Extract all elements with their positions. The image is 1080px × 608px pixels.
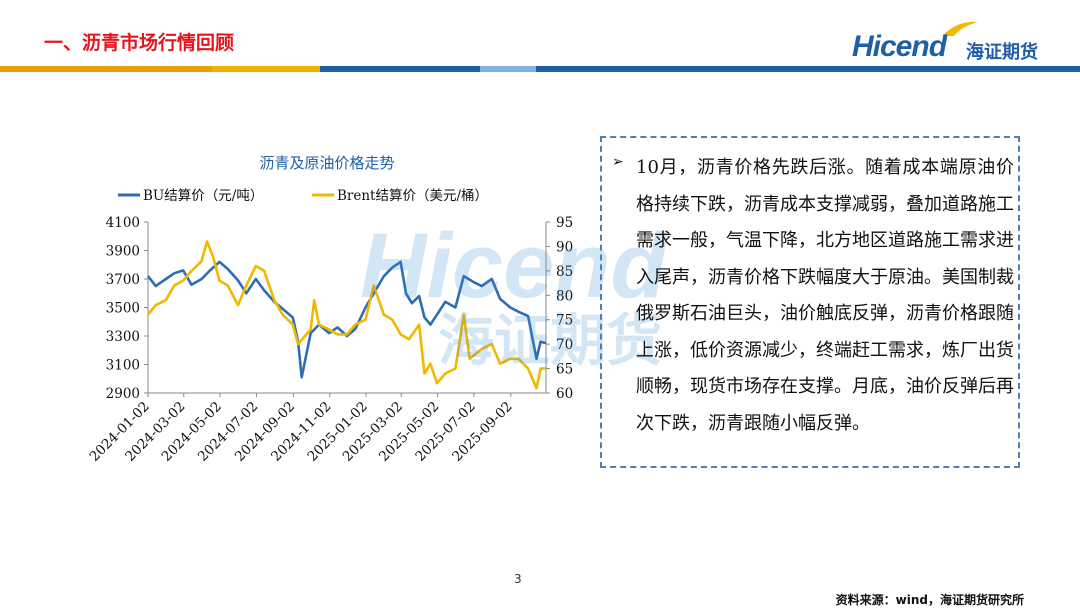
header-stripe-3 xyxy=(320,66,480,72)
y-right-tick-label: 65 xyxy=(556,362,573,378)
commentary-box: ➢ 10月，沥青价格先跌后涨。随着成本端原油价格持续下跌，沥青成本支撑减弱，叠加… xyxy=(600,136,1020,468)
y-right-tick-label: 60 xyxy=(556,386,573,402)
y-right-tick-label: 85 xyxy=(556,264,573,280)
y-left-tick-label: 3300 xyxy=(106,329,140,345)
page-number: 3 xyxy=(514,572,522,586)
header-stripe-4 xyxy=(480,66,536,72)
chart-title: 沥青及原油价格走势 xyxy=(259,154,394,172)
commentary-text: 10月，沥青价格先跌后涨。随着成本端原油价格持续下跌，沥青成本支撑减弱，叠加道路… xyxy=(636,157,1014,434)
y-left-tick-label: 3500 xyxy=(106,301,140,317)
y-left-tick-label: 3700 xyxy=(106,272,140,288)
logo-cn-text: 海证期货 xyxy=(966,42,1038,63)
series-line-brent xyxy=(146,240,546,390)
page-title: 一、沥青市场行情回顾 xyxy=(44,32,235,54)
y-left-tick-label: 4100 xyxy=(106,215,140,231)
logo-swoosh-icon xyxy=(942,21,978,36)
header-stripe-5 xyxy=(536,66,1080,72)
source-note: 资料来源：wind，海证期货研究所 xyxy=(835,593,1024,607)
price-chart: 沥青及原油价格走势 BU结算价（元/吨） Brent结算价（美元/桶） 4100… xyxy=(86,154,573,465)
y-right-tick-label: 80 xyxy=(556,288,573,304)
legend-label-brent: Brent结算价（美元/桶） xyxy=(337,188,488,204)
y-left-tick-label: 3900 xyxy=(106,244,140,260)
y-left-tick-label: 3100 xyxy=(106,358,140,374)
y-right-tick-label: 70 xyxy=(556,337,573,353)
legend-label-bu: BU结算价（元/吨） xyxy=(143,188,263,204)
y-right-tick-label: 90 xyxy=(556,239,573,255)
y-left-tick-label: 2900 xyxy=(106,386,140,402)
y-right-tick-label: 75 xyxy=(556,313,573,329)
header-stripe-2 xyxy=(212,66,320,72)
logo-text: Hicend xyxy=(852,30,947,63)
bullet-arrow-icon: ➢ xyxy=(612,154,624,170)
y-right-tick-label: 95 xyxy=(556,215,573,231)
series-line-bu xyxy=(146,260,547,379)
header-stripe-1 xyxy=(0,66,212,72)
